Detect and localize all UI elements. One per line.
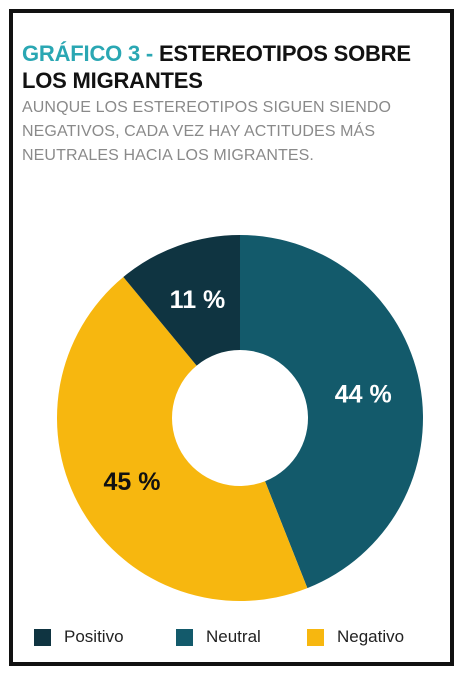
chart-title-main: ESTEREOTIPOS SOBRE LOS MIGRANTES: [22, 41, 411, 93]
chart-title-prefix: GRÁFICO 3 -: [22, 41, 159, 66]
chart-legend: Positivo Neutral Negativo: [34, 625, 444, 649]
slice-label-negativo: 45 %: [103, 468, 160, 496]
legend-label-positivo: Positivo: [64, 627, 124, 646]
legend-label-neutral: Neutral: [206, 627, 261, 646]
legend-swatch-negativo: [307, 629, 324, 646]
legend-swatch-positivo: [34, 629, 51, 646]
legend-label-negativo: Negativo: [337, 627, 405, 646]
slice-label-neutral: 44 %: [335, 380, 392, 408]
legend-swatch-neutral: [176, 629, 193, 646]
chart-title: GRÁFICO 3 - ESTEREOTIPOS SOBRE LOS MIGRA…: [22, 40, 422, 94]
chart-subtitle: AUNQUE LOS ESTEREOTIPOS SIGUEN SIENDO NE…: [22, 99, 392, 164]
slice-positivo: [123, 235, 240, 366]
slice-negativo: [57, 276, 308, 601]
slice-neutral: [240, 235, 423, 589]
slice-label-positivo: 11 %: [170, 286, 226, 314]
